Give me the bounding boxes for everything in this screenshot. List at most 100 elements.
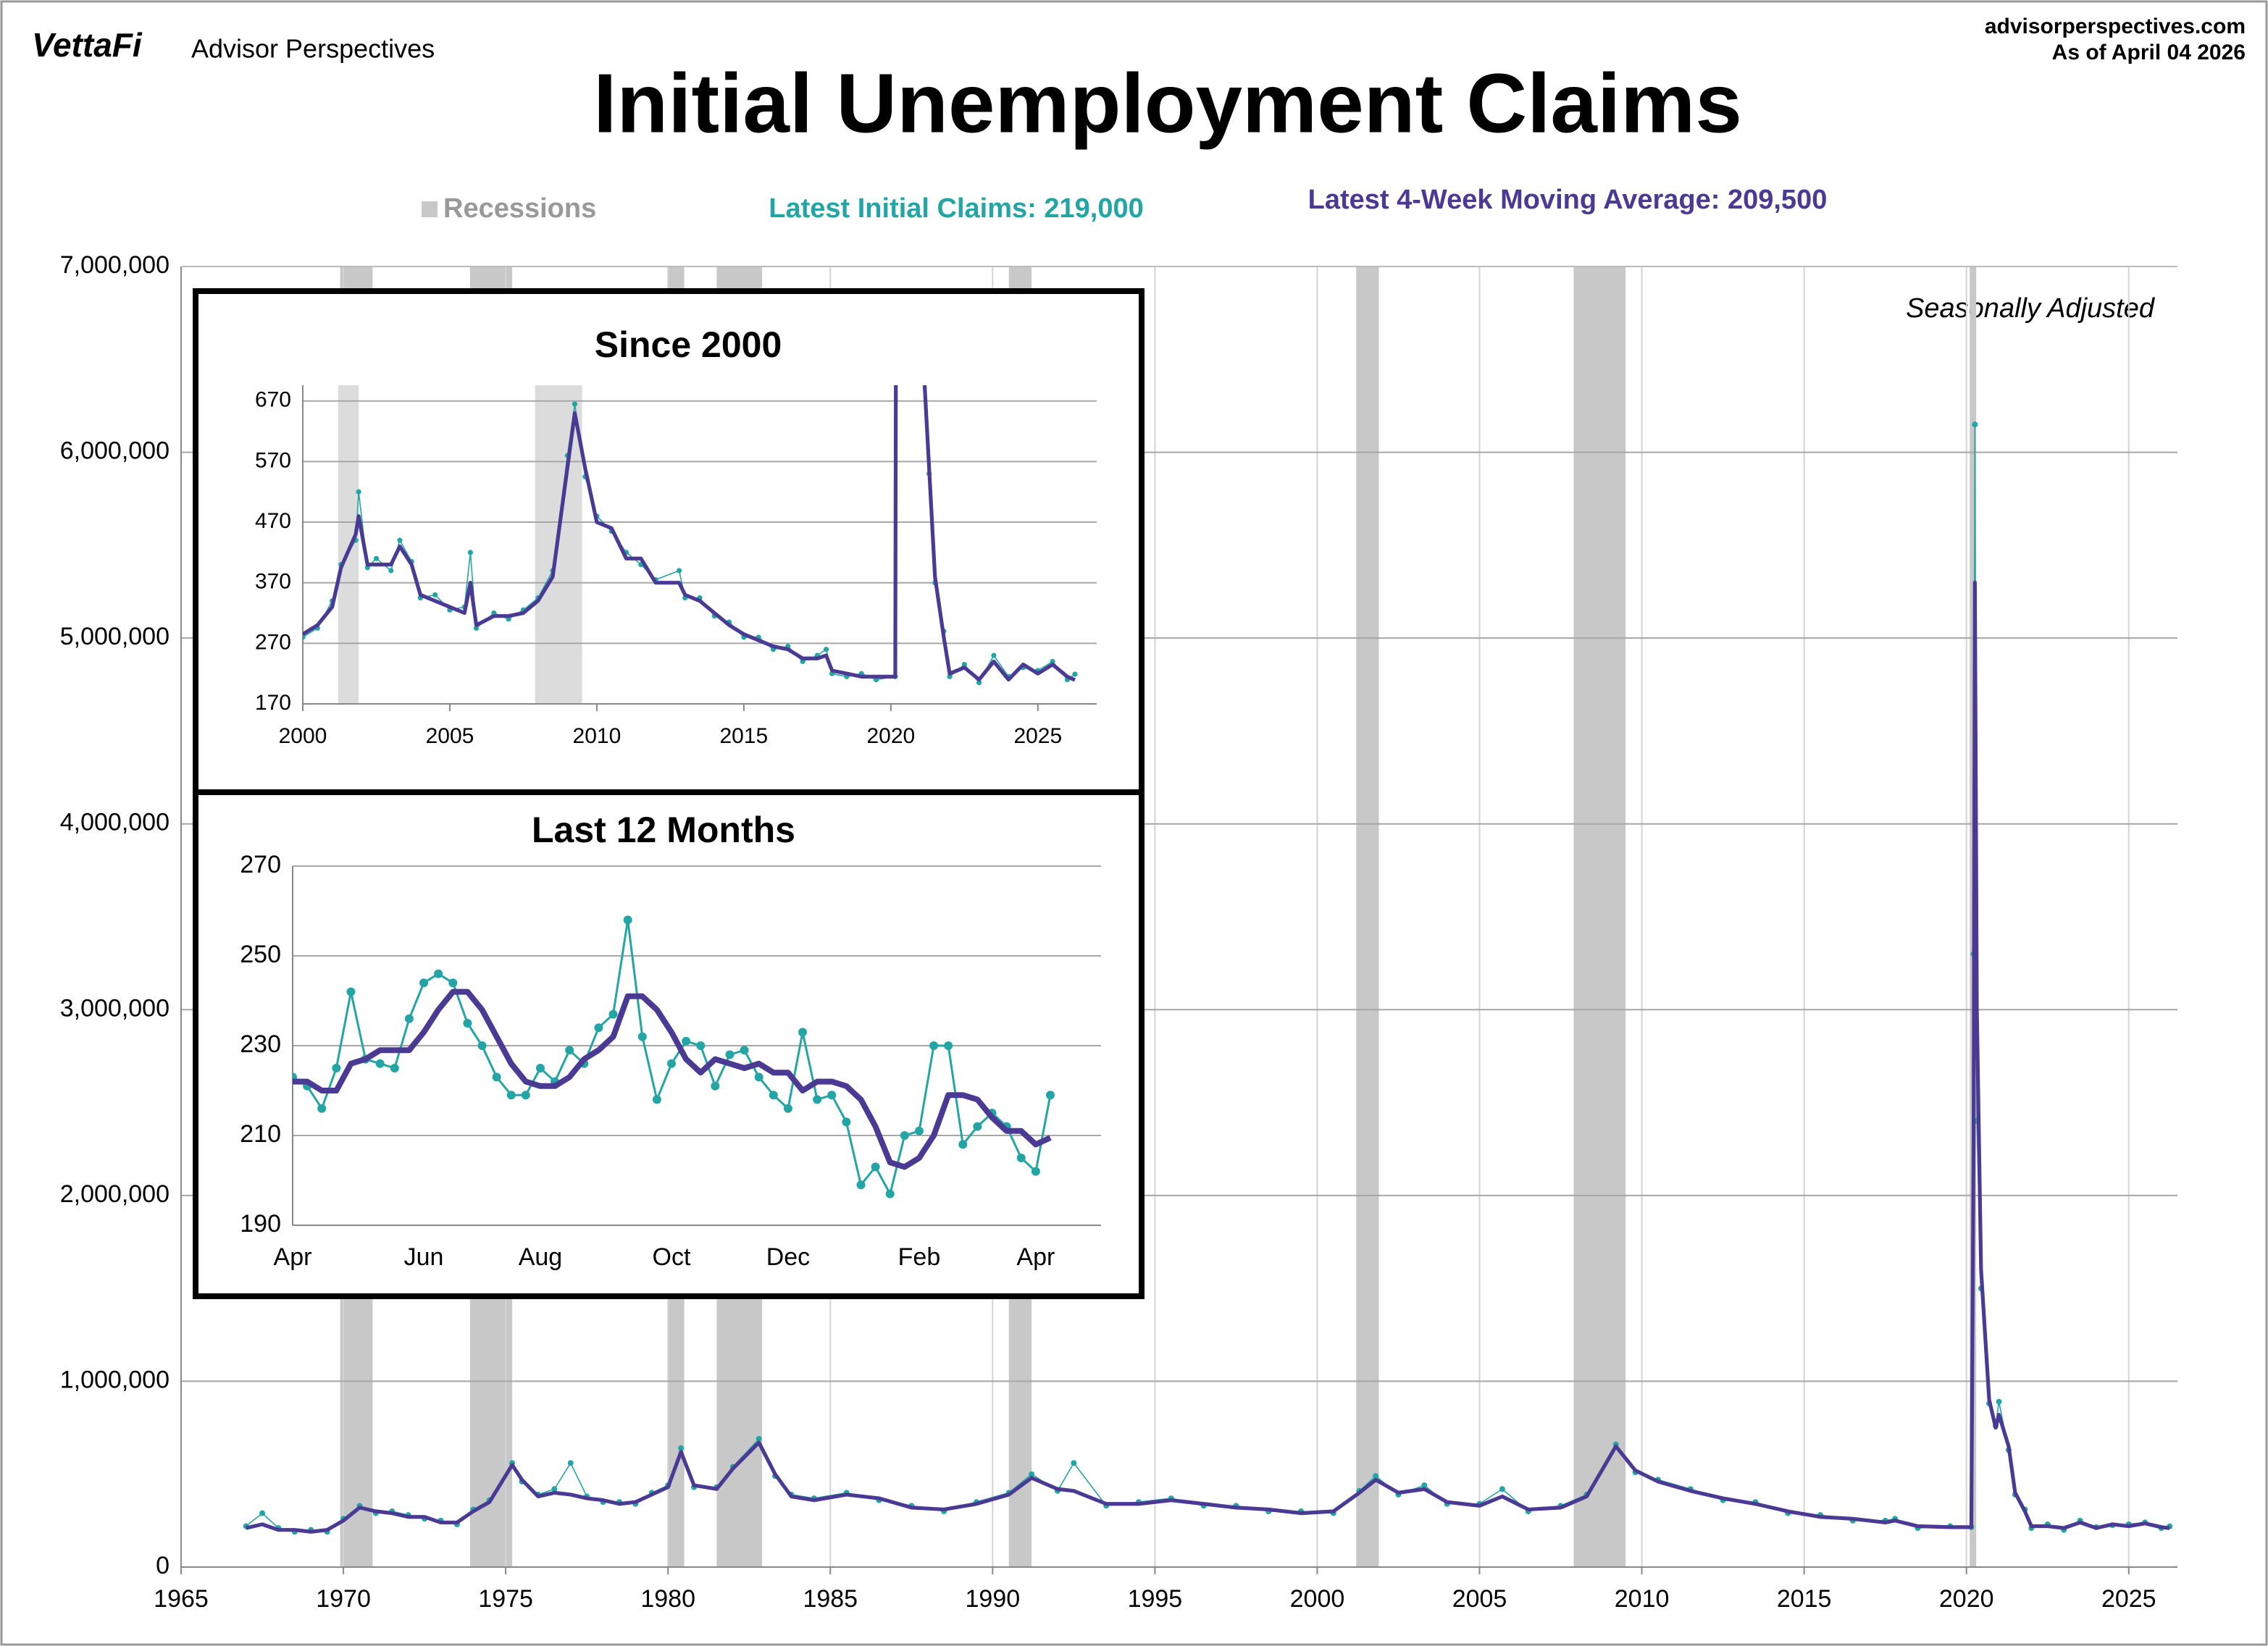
x-tick-label: 1990	[966, 1585, 1021, 1613]
claims-point	[535, 1064, 545, 1072]
claims-point	[827, 1091, 837, 1100]
claims-point	[375, 1059, 385, 1068]
claims-point	[798, 1028, 808, 1037]
claims-point	[676, 568, 682, 574]
y-tick-label: 4,000,000	[60, 809, 170, 836]
y-tick-label: 250	[240, 941, 281, 968]
x-tick-label: 2015	[1777, 1585, 1832, 1613]
chart-title: Initial Unemployment Claims	[593, 56, 1742, 151]
claims-point	[467, 550, 473, 555]
claims-point	[1373, 1473, 1379, 1479]
recession-band	[1573, 266, 1626, 1567]
claims-point	[900, 1131, 909, 1140]
y-tick-label: 270	[240, 851, 281, 878]
x-tick-label: 2010	[573, 724, 622, 748]
claims-point	[303, 634, 306, 640]
x-tick-label: Feb	[898, 1243, 941, 1271]
claims-point	[740, 1046, 749, 1055]
claims-point	[976, 680, 982, 686]
average-line	[293, 988, 1052, 1170]
series-group	[293, 915, 1055, 1198]
x-tick-label: 2025	[2101, 1585, 2156, 1613]
claims-point	[783, 1104, 792, 1113]
y-tick-label: 1,000,000	[60, 1366, 170, 1393]
x-tick-label: 2025	[1013, 724, 1062, 748]
average-line	[246, 580, 2170, 1534]
y-tick-label: 190	[240, 1210, 281, 1238]
recession-band	[1356, 266, 1379, 1567]
y-tick-label: 6,000,000	[60, 437, 170, 465]
y-tick-label: 5,000,000	[60, 623, 170, 650]
series-group	[243, 421, 2173, 1535]
average-line	[303, 385, 1076, 682]
claims-point	[754, 1072, 763, 1082]
x-tick-label: 2015	[720, 724, 769, 748]
claims-point	[813, 1095, 822, 1104]
x-tick-label: 2000	[1290, 1585, 1345, 1613]
claims-point	[397, 537, 403, 543]
claims-point	[551, 1486, 558, 1492]
inset-title: Last 12 Months	[532, 810, 795, 850]
claims-point	[477, 1041, 487, 1050]
claims-point	[1421, 1482, 1428, 1489]
legend-label: Latest Initial Claims: 219,000	[769, 193, 1143, 224]
claims-point	[929, 1041, 939, 1050]
x-tick-label: Aug	[519, 1243, 563, 1271]
claims-point	[678, 1445, 685, 1451]
claims-point	[842, 1117, 851, 1127]
claims-point	[991, 652, 997, 658]
inset-box	[193, 288, 1145, 795]
claims-point	[871, 1162, 880, 1172]
claims-point	[448, 978, 458, 988]
claims-point	[682, 1036, 691, 1046]
x-tick-label: 1980	[640, 1585, 695, 1613]
claims-point	[346, 987, 356, 996]
claims-point	[667, 1059, 676, 1068]
claims-point	[317, 1104, 327, 1113]
claims-point	[473, 625, 480, 631]
brand: VettaFi	[32, 26, 143, 64]
claims-point	[823, 647, 829, 652]
claims-point	[356, 489, 361, 495]
recession-band	[338, 385, 359, 704]
claims-point	[769, 1091, 778, 1100]
claims-point	[711, 1081, 720, 1091]
claims-point	[637, 1032, 647, 1041]
claims-point	[572, 401, 578, 407]
claims-point	[973, 1122, 982, 1131]
claims-point	[608, 1009, 618, 1019]
claims-point	[944, 1041, 953, 1050]
y-tick-label: 570	[255, 448, 291, 472]
claims-point	[947, 673, 953, 679]
y-tick-label: 210	[240, 1120, 281, 1148]
claims-point	[404, 1014, 414, 1023]
claims-point	[652, 1095, 661, 1104]
y-tick-label: 7,000,000	[60, 251, 170, 279]
legend-label: Latest 4-Week Moving Average: 209,500	[1308, 185, 1828, 215]
y-tick-label: 670	[255, 388, 291, 412]
claims-point	[725, 1050, 735, 1059]
x-tick-label: 1965	[154, 1585, 209, 1613]
x-tick-label: 1985	[803, 1585, 858, 1613]
date: As of April 04 2026	[2052, 41, 2246, 64]
claims-point	[1050, 658, 1055, 665]
claims-point	[756, 1435, 762, 1442]
claims-point	[565, 1046, 574, 1055]
claims-point	[1031, 1167, 1040, 1176]
claims-point	[1996, 1398, 2002, 1405]
y-tick-label: 230	[240, 1030, 281, 1058]
claims-point	[434, 969, 443, 978]
x-tick-label: Apr	[1016, 1243, 1055, 1271]
claims-point	[390, 1064, 399, 1072]
x-tick-label: 2005	[426, 724, 474, 748]
y-tick-label: 370	[255, 570, 291, 594]
x-tick-label: 2005	[1452, 1585, 1507, 1613]
claims-point	[567, 1460, 574, 1466]
claims-point	[463, 1019, 472, 1028]
claims-point	[1071, 1460, 1077, 1466]
inset-box	[193, 789, 1145, 1299]
claims-point	[432, 592, 438, 598]
claims-point	[373, 555, 380, 561]
